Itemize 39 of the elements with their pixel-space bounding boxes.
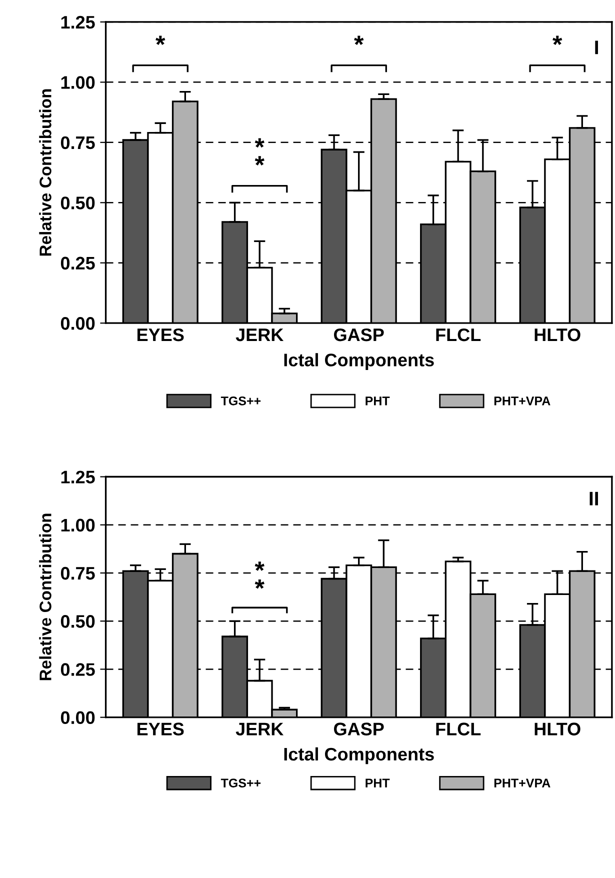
- x-axis-title: Ictal Components: [284, 353, 434, 370]
- annotation: *: [354, 36, 364, 46]
- y-tick-label: 1.00: [61, 518, 95, 532]
- annotation: *: [156, 36, 166, 46]
- y-tick-label: 0.25: [60, 256, 95, 270]
- y-axis-title: Relative Contribution: [39, 89, 52, 256]
- legend-label: PHT: [366, 778, 390, 788]
- x-tick-label: HLTO: [534, 328, 580, 342]
- y-axis-title: Relative Contribution: [39, 514, 52, 680]
- y-tick-label: 0.50: [60, 615, 95, 628]
- x-tick-label: JERK: [236, 722, 284, 736]
- y-tick-label: 0.00: [60, 711, 95, 724]
- annotation: *: [552, 36, 562, 46]
- y-tick-label: 1.25: [61, 470, 95, 484]
- legend-label: PHT: [366, 396, 390, 406]
- y-tick-label: 0.00: [60, 317, 95, 330]
- x-tick-label: EYES: [137, 328, 184, 342]
- x-tick-label: GASP: [334, 328, 384, 342]
- legend-label: TGS++: [220, 396, 261, 406]
- y-tick-label: 0.75: [60, 566, 95, 580]
- y-tick-label: 0.75: [60, 136, 95, 150]
- x-axis-title: Ictal Components: [284, 747, 434, 764]
- x-tick-label: EYES: [137, 722, 184, 736]
- annotation: * *: [254, 562, 264, 589]
- y-tick-label: 1.25: [61, 16, 95, 29]
- x-tick-label: GASP: [334, 722, 384, 736]
- annotation: * *: [254, 138, 264, 166]
- y-tick-label: 1.00: [61, 76, 95, 89]
- x-tick-label: JERK: [236, 328, 284, 342]
- legend-label: PHT+VPA: [494, 778, 550, 788]
- annotation: II: [590, 492, 598, 506]
- legend-label: PHT+VPA: [494, 396, 550, 406]
- x-tick-label: HLTO: [534, 722, 580, 736]
- y-tick-label: 0.25: [60, 663, 95, 676]
- annotation: I: [595, 40, 598, 54]
- x-tick-label: FLCL: [436, 328, 481, 342]
- y-tick-label: 0.50: [60, 196, 95, 210]
- legend-label: TGS++: [220, 778, 261, 788]
- x-tick-label: FLCL: [436, 722, 481, 736]
